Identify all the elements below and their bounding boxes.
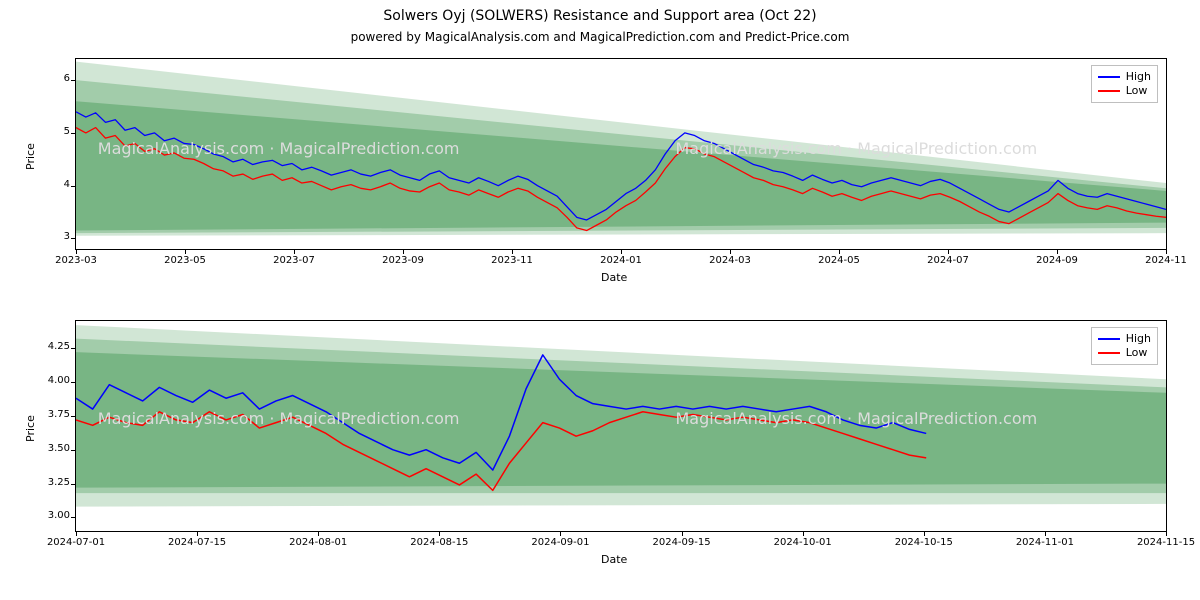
x-tick-label: 2023-09 (363, 255, 443, 266)
y-tick (71, 238, 76, 239)
x-tick-label: 2024-11-01 (1005, 537, 1085, 548)
x-tick-label: 2024-07-15 (157, 537, 237, 548)
legend-swatch (1098, 90, 1120, 92)
x-axis-label: Date (601, 553, 627, 566)
x-tick (730, 249, 731, 254)
y-tick-label: 3.50 (34, 443, 70, 454)
y-tick (71, 450, 76, 451)
y-tick (71, 484, 76, 485)
y-tick-label: 5 (34, 126, 70, 137)
legend-label: Low (1126, 346, 1148, 360)
chart-main-title: Solwers Oyj (SOLWERS) Resistance and Sup… (0, 8, 1200, 24)
x-tick (197, 531, 198, 536)
x-tick (682, 531, 683, 536)
legend-swatch (1098, 338, 1120, 340)
x-tick (924, 531, 925, 536)
y-tick-label: 3.00 (34, 510, 70, 521)
y-tick (71, 382, 76, 383)
legend: HighLow (1091, 327, 1158, 365)
x-tick-label: 2024-07-01 (36, 537, 116, 548)
legend-item: High (1098, 70, 1151, 84)
y-axis-label: Price (24, 143, 37, 170)
x-axis-label: Date (601, 271, 627, 284)
y-tick-label: 4 (34, 179, 70, 190)
x-tick-label: 2023-07 (254, 255, 334, 266)
x-tick-label: 2024-03 (690, 255, 770, 266)
x-tick-label: 2024-11 (1126, 255, 1200, 266)
legend-item: High (1098, 332, 1151, 346)
legend-label: High (1126, 70, 1151, 84)
x-tick (839, 249, 840, 254)
x-tick (185, 249, 186, 254)
x-tick-label: 2024-10-01 (763, 537, 843, 548)
x-tick (1057, 249, 1058, 254)
y-tick (71, 348, 76, 349)
x-tick (948, 249, 949, 254)
chart-panel-top: MagicalAnalysis.com · MagicalPrediction.… (75, 58, 1167, 250)
x-tick-label: 2024-08-15 (399, 537, 479, 548)
y-tick-label: 3.75 (34, 409, 70, 420)
x-tick (318, 531, 319, 536)
y-tick-label: 4.25 (34, 341, 70, 352)
y-tick (71, 133, 76, 134)
y-tick-label: 4.00 (34, 375, 70, 386)
x-tick (294, 249, 295, 254)
x-tick (76, 249, 77, 254)
y-tick (71, 517, 76, 518)
legend-item: Low (1098, 84, 1151, 98)
legend-label: High (1126, 332, 1151, 346)
chart-svg (76, 59, 1166, 249)
x-tick (1166, 249, 1167, 254)
x-tick (439, 531, 440, 536)
x-tick (803, 531, 804, 536)
x-tick-label: 2024-10-15 (884, 537, 964, 548)
y-tick-label: 3 (34, 231, 70, 242)
chart-panel-bottom: MagicalAnalysis.com · MagicalPrediction.… (75, 320, 1167, 532)
y-tick (71, 186, 76, 187)
x-tick-label: 2024-08-01 (278, 537, 358, 548)
chart-subtitle: powered by MagicalAnalysis.com and Magic… (0, 30, 1200, 44)
y-tick (71, 80, 76, 81)
legend-swatch (1098, 76, 1120, 78)
x-tick-label: 2024-01 (581, 255, 661, 266)
x-tick-label: 2024-07 (908, 255, 988, 266)
x-tick (403, 249, 404, 254)
y-tick (71, 416, 76, 417)
x-tick-label: 2024-09-01 (520, 537, 600, 548)
x-tick (1166, 531, 1167, 536)
x-tick-label: 2023-11 (472, 255, 552, 266)
x-tick-label: 2024-09 (1017, 255, 1097, 266)
legend-swatch (1098, 352, 1120, 354)
page: Solwers Oyj (SOLWERS) Resistance and Sup… (0, 0, 1200, 600)
x-tick-label: 2024-09-15 (642, 537, 722, 548)
x-tick-label: 2023-03 (36, 255, 116, 266)
legend: HighLow (1091, 65, 1158, 103)
x-tick (621, 249, 622, 254)
x-tick-label: 2024-05 (799, 255, 879, 266)
y-tick-label: 3.25 (34, 477, 70, 488)
chart-svg (76, 321, 1166, 531)
x-tick (1045, 531, 1046, 536)
legend-label: Low (1126, 84, 1148, 98)
x-tick (560, 531, 561, 536)
x-tick (512, 249, 513, 254)
x-tick-label: 2024-11-15 (1126, 537, 1200, 548)
y-tick-label: 6 (34, 73, 70, 84)
x-tick (76, 531, 77, 536)
x-tick-label: 2023-05 (145, 255, 225, 266)
legend-item: Low (1098, 346, 1151, 360)
y-axis-label: Price (24, 415, 37, 442)
